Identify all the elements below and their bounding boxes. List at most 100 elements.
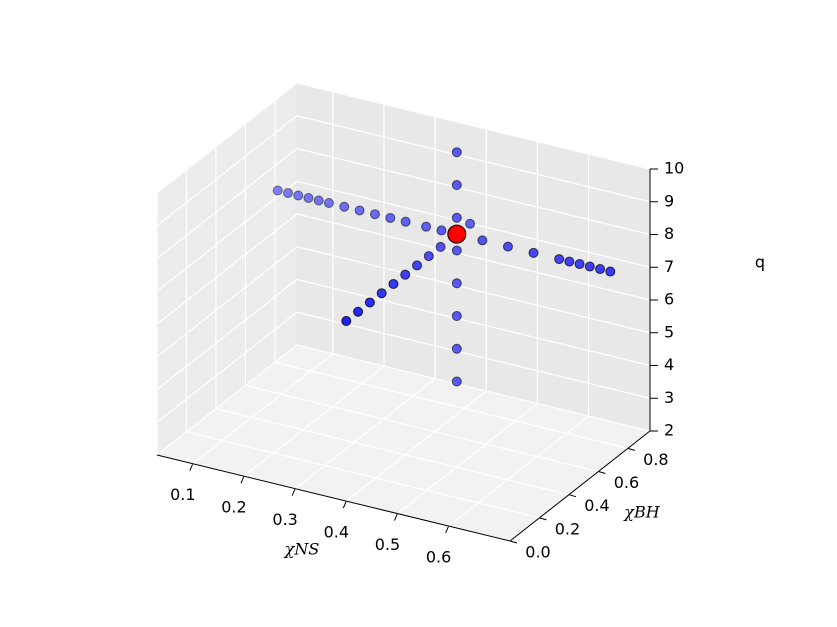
- z-tick-label: 4: [664, 355, 674, 374]
- plot: 0.10.20.30.40.50.6 0.00.20.40.60.82345678…: [155, 81, 684, 567]
- grid-line: [156, 311, 298, 423]
- z-axis-label: q: [755, 253, 765, 272]
- point: [369, 209, 380, 220]
- tick-mark: [445, 525, 450, 534]
- point: [605, 266, 616, 277]
- x-tick-label: 0.4: [324, 523, 349, 542]
- point: [554, 254, 565, 265]
- point: [400, 216, 411, 227]
- y-tick-label: 0.6: [614, 473, 639, 492]
- point: [272, 185, 283, 196]
- grid-line: [296, 213, 651, 301]
- y-tick-label: 0.2: [555, 519, 580, 538]
- grid-line: [192, 353, 334, 465]
- point: [339, 201, 350, 212]
- grid-line: [296, 82, 651, 170]
- point: [451, 376, 462, 387]
- y-tick-label: 0.4: [584, 496, 609, 515]
- point: [293, 190, 304, 201]
- point: [477, 235, 488, 246]
- x-axis: [156, 454, 511, 542]
- x-tick-label: 0.2: [221, 498, 246, 517]
- point: [574, 259, 585, 270]
- z-tick-label: 7: [664, 257, 674, 276]
- point: [313, 195, 324, 206]
- point: [364, 297, 375, 308]
- x-tick-label: 0.1: [170, 485, 195, 504]
- x-axis-label: χNS: [284, 540, 320, 559]
- z-tick-label: 10: [664, 159, 684, 178]
- grid-line: [296, 147, 651, 236]
- x-tick-label: 0.5: [375, 535, 400, 554]
- point: [451, 343, 462, 354]
- grid-line: [296, 344, 651, 432]
- z-tick-label: 2: [664, 421, 674, 440]
- grid-line: [296, 278, 651, 367]
- tick-mark: [509, 540, 518, 544]
- tick-mark: [342, 500, 347, 509]
- point: [423, 251, 434, 262]
- tick-mark: [393, 513, 398, 521]
- z-tick-label: 3: [664, 388, 674, 407]
- tick-mark: [189, 463, 194, 471]
- tick-mark: [240, 475, 245, 484]
- point: [412, 260, 423, 271]
- grid-line: [156, 115, 298, 227]
- grid-line: [156, 180, 298, 292]
- point: [528, 247, 539, 258]
- point: [282, 188, 293, 199]
- x-tick-label: 0.3: [272, 510, 297, 529]
- grid-line: [156, 148, 298, 259]
- grid-line: [296, 311, 651, 399]
- grid-line: [345, 390, 487, 502]
- point: [451, 311, 462, 322]
- y-tick-label: 0.8: [643, 450, 668, 469]
- point: [451, 212, 462, 223]
- z-tick-label: 6: [664, 290, 674, 309]
- point: [451, 147, 462, 158]
- y-tick-label: 0.0: [525, 543, 550, 562]
- grid-line: [397, 403, 538, 515]
- z-tick-label: 5: [664, 322, 674, 341]
- z-tick-label: 9: [664, 191, 674, 210]
- highlight-point: [447, 224, 467, 244]
- x-tick-label: 0.6: [426, 548, 451, 567]
- tick-mark: [291, 488, 296, 496]
- y-axis-label: χBH: [623, 503, 660, 522]
- point: [451, 180, 462, 191]
- point: [376, 288, 387, 299]
- grid-line: [245, 384, 599, 473]
- point: [323, 197, 334, 208]
- tick-mark: [539, 517, 547, 521]
- grid-line: [296, 246, 651, 334]
- point: [465, 218, 476, 229]
- grid-line: [296, 115, 651, 203]
- grid-line: [274, 361, 629, 449]
- point: [584, 261, 595, 272]
- point: [341, 315, 352, 326]
- point: [451, 245, 462, 256]
- grid-line: [215, 408, 570, 496]
- point: [435, 241, 446, 252]
- grid-line: [243, 365, 385, 477]
- point: [436, 225, 447, 236]
- point: [421, 221, 432, 232]
- grid-line: [156, 82, 298, 194]
- point: [353, 306, 364, 317]
- grid-line: [448, 415, 589, 527]
- point: [303, 193, 314, 204]
- point: [354, 205, 365, 216]
- tick-mark: [568, 494, 577, 498]
- grid-line: [294, 378, 436, 490]
- point: [388, 278, 399, 289]
- point: [564, 256, 575, 267]
- point: [595, 264, 606, 275]
- point: [400, 269, 411, 280]
- tick-mark: [598, 471, 606, 475]
- y-axis: [509, 430, 651, 542]
- point: [451, 278, 462, 289]
- z-tick-label: 8: [664, 224, 674, 243]
- grid-line: [186, 431, 540, 519]
- grid-line: [156, 279, 298, 390]
